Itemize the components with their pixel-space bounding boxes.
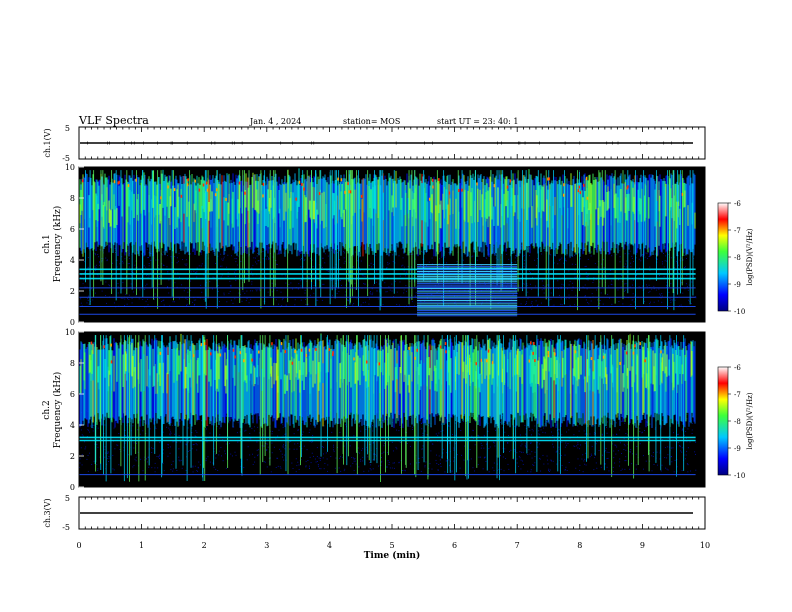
x-tick-label: 7 (515, 541, 520, 550)
ch1-y-tick-bottom: -5 (62, 154, 70, 163)
ch3-y-tick-bottom: -5 (62, 523, 70, 532)
ch2-spectrogram-panel: 0 2 4 6 8 10 ch.2 Frequency (kHz) (42, 328, 706, 492)
colorbar-tick-label: -6 (734, 364, 741, 372)
x-tick-label: 4 (327, 541, 332, 550)
y-tick-label: 10 (65, 163, 75, 172)
ch1-colorbar: -6 -7 -8 -9 -10 log(PSD)(V²/Hz) (717, 200, 754, 316)
x-tick-label: 6 (452, 541, 457, 550)
x-tick-label: 10 (700, 541, 710, 550)
y-tick-label: 6 (70, 390, 75, 399)
colorbar-tick-label: -8 (734, 418, 741, 426)
x-axis-label: Time (min) (364, 550, 421, 561)
colorbar-label: log(PSD)(V²/Hz) (746, 228, 754, 285)
colorbar-tick-label: -9 (734, 445, 741, 453)
y-tick-label: 4 (70, 256, 75, 265)
ch1-waveform-panel: 5 -5 ch.1(V) (43, 124, 706, 163)
colorbar-tick-label: -10 (734, 472, 745, 480)
y-tick-label: 8 (70, 194, 75, 203)
colorbar-ramp (717, 366, 729, 476)
colorbar-label: log(PSD)(V²/Hz) (746, 392, 754, 449)
colorbar-tick-label: -8 (734, 254, 741, 262)
x-tick-label: 9 (640, 541, 645, 550)
ch2-colorbar: -6 -7 -8 -9 -10 log(PSD)(V²/Hz) (717, 364, 754, 480)
y-tick-label: 0 (70, 483, 75, 492)
y-tick-label: 0 (70, 318, 75, 327)
date-label: Jan. 4 , 2024 (249, 117, 301, 126)
ch3-waveform-panel: 5 -5 ch.3(V) (43, 494, 706, 532)
ch2-spec-ylabel: Frequency (kHz) (52, 372, 63, 449)
ch1-spec-ylabel-top: ch.1 (42, 234, 52, 253)
x-tick-label: 5 (389, 541, 394, 550)
y-tick-label: 8 (70, 359, 75, 368)
colorbar-ramp (717, 202, 729, 312)
start-ut-label: start UT = 23: 40: 1 (437, 117, 518, 126)
figure-title: VLF Spectra (78, 114, 149, 127)
colorbar-tick-label: -7 (734, 391, 741, 399)
x-tick-label: 8 (577, 541, 582, 550)
ch3-waveform-ylabel: ch.3(V) (43, 498, 52, 527)
ch1-spectrogram-panel: 0 2 4 6 8 10 ch.1 Frequency (kHz) (42, 163, 706, 327)
x-tick-label: 2 (202, 541, 207, 550)
colorbar-tick-label: -7 (734, 227, 741, 235)
station-label: station= MOS (343, 117, 400, 126)
ch2-spec-ylabel-top: ch.2 (42, 400, 52, 419)
ch1-spec-ylabel: Frequency (kHz) (52, 206, 63, 283)
x-tick-label: 1 (139, 541, 144, 550)
y-tick-label: 6 (70, 225, 75, 234)
y-tick-label: 10 (65, 328, 75, 337)
x-tick-label: 0 (76, 541, 81, 550)
x-tick-label: 3 (264, 541, 269, 550)
ch1-y-tick-top: 5 (65, 124, 70, 133)
y-tick-label: 4 (70, 421, 75, 430)
y-tick-label: 2 (70, 452, 75, 461)
colorbar-tick-label: -9 (734, 281, 741, 289)
colorbar-tick-label: -10 (734, 308, 745, 316)
colorbar-tick-label: -6 (734, 200, 741, 208)
y-tick-label: 2 (70, 287, 75, 296)
ch3-y-tick-top: 5 (65, 494, 70, 503)
ch1-waveform-ylabel: ch.1(V) (43, 128, 52, 157)
